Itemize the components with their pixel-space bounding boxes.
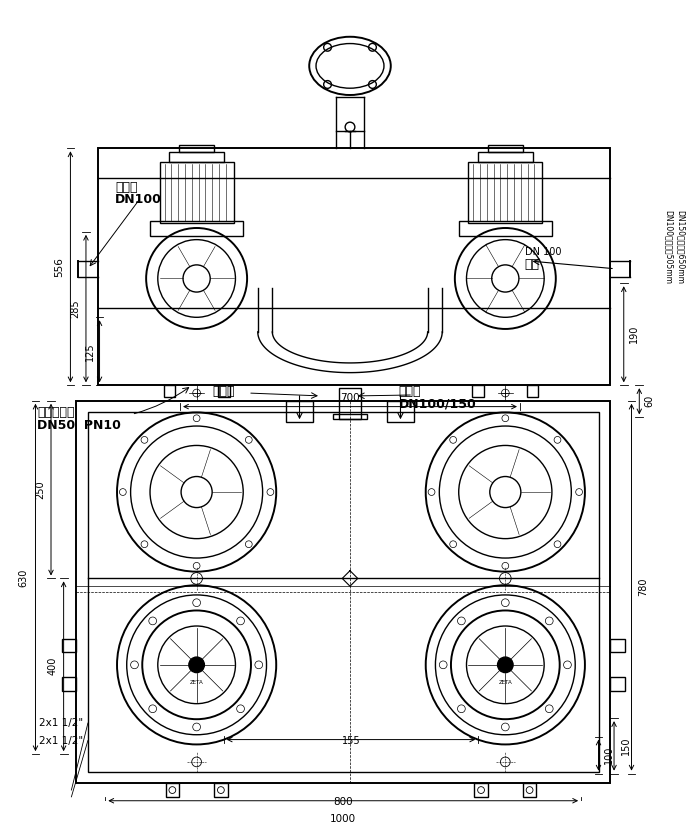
Bar (286, 401, 313, 423)
Bar (526, 386, 538, 397)
Bar (164, 386, 175, 397)
Bar (214, 783, 228, 797)
Bar (88, 413, 598, 772)
Bar (473, 386, 484, 397)
Text: 780: 780 (638, 578, 648, 597)
Bar (523, 783, 536, 797)
Text: 155: 155 (342, 737, 360, 746)
Text: 800: 800 (333, 797, 353, 806)
Text: 700: 700 (340, 393, 360, 403)
Text: 进水口: 进水口 (115, 181, 138, 194)
Text: 150: 150 (621, 737, 631, 755)
Text: 100: 100 (604, 746, 614, 764)
Text: ZETA: ZETA (190, 680, 204, 685)
Text: 556: 556 (54, 257, 64, 277)
Text: 通气孔: 通气孔 (213, 385, 235, 398)
Text: 2x1 1/2": 2x1 1/2" (39, 736, 83, 746)
Bar (458, 221, 552, 236)
Text: 285: 285 (70, 299, 80, 318)
Text: 2x1 1/2": 2x1 1/2" (39, 718, 83, 728)
Bar (166, 783, 179, 797)
Text: DN100: DN100 (115, 193, 162, 206)
Bar (179, 145, 214, 152)
Text: ZETA: ZETA (498, 680, 512, 685)
Circle shape (498, 657, 513, 672)
Bar (76, 401, 610, 783)
Bar (387, 401, 414, 423)
Bar (610, 677, 624, 691)
Bar (218, 386, 230, 397)
Bar (488, 145, 523, 152)
Bar (62, 639, 76, 652)
Circle shape (189, 657, 204, 672)
Text: DN 100: DN 100 (525, 247, 561, 257)
Bar (340, 388, 360, 419)
Bar (468, 162, 542, 223)
Text: 1000: 1000 (330, 814, 356, 822)
Bar (150, 221, 243, 236)
Text: 进水口: 进水口 (398, 385, 421, 398)
Text: 进口: 进口 (525, 258, 540, 271)
Text: 250: 250 (35, 480, 46, 499)
Bar (160, 162, 234, 223)
Bar (62, 677, 76, 691)
Text: 60: 60 (644, 395, 654, 408)
Text: 压力排水口: 压力排水口 (37, 406, 75, 419)
Bar (478, 152, 533, 162)
Text: DN50  PN10: DN50 PN10 (37, 418, 121, 432)
Text: 190: 190 (629, 326, 638, 344)
Text: DN100/150: DN100/150 (398, 397, 476, 410)
Bar (610, 639, 624, 652)
Text: 630: 630 (19, 568, 29, 587)
Bar (333, 414, 367, 419)
Text: 125: 125 (85, 342, 95, 361)
Text: DN100进水最小505mm: DN100进水最小505mm (664, 210, 673, 284)
Text: 400: 400 (48, 657, 58, 676)
Text: DN150进水最小650mm: DN150进水最小650mm (676, 210, 685, 284)
Bar (169, 152, 224, 162)
Bar (97, 149, 610, 386)
Bar (475, 783, 488, 797)
